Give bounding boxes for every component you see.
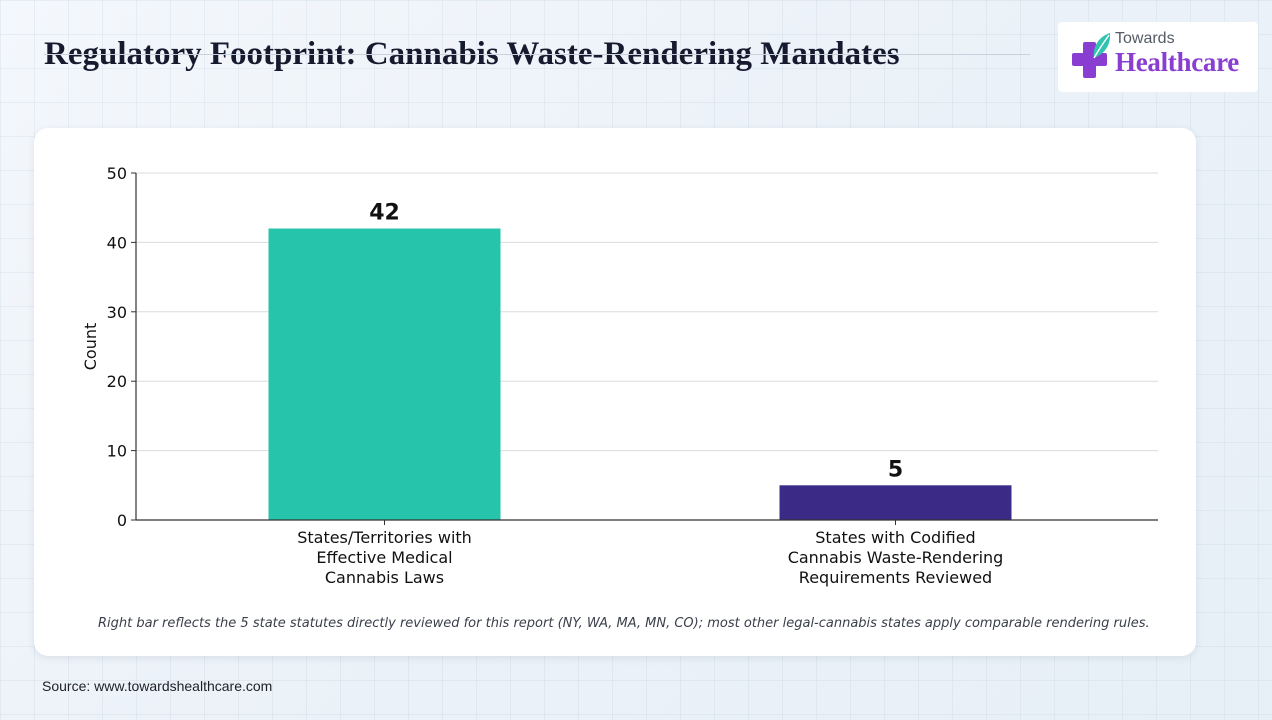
chart-footnote: Right bar reflects the 5 state statutes … xyxy=(98,616,1150,631)
y-axis-label: Count xyxy=(81,323,100,371)
title-divider xyxy=(44,54,1030,55)
data-label: 42 xyxy=(369,201,400,226)
logo-text-top: Towards xyxy=(1115,30,1175,47)
y-tick-label: 30 xyxy=(107,303,127,322)
y-tick-label: 50 xyxy=(107,164,127,183)
x-tick-label: States/Territories with xyxy=(297,528,472,547)
brand-logo: Towards Healthcare xyxy=(1058,22,1258,92)
y-tick-label: 40 xyxy=(107,233,127,252)
bar xyxy=(779,485,1012,520)
x-tick-label: Requirements Reviewed xyxy=(799,568,992,587)
x-tick-label: Effective Medical xyxy=(316,548,452,567)
y-tick-label: 20 xyxy=(107,372,127,391)
y-tick-label: 10 xyxy=(107,442,127,461)
source-text: Source: www.towardshealthcare.com xyxy=(42,678,273,694)
x-tick-label: Cannabis Laws xyxy=(325,568,444,587)
x-tick-label: Cannabis Waste-Rendering xyxy=(788,548,1004,567)
data-label: 5 xyxy=(888,457,903,482)
logo-text-bottom: Healthcare xyxy=(1115,47,1239,77)
y-tick-label: 0 xyxy=(117,511,127,530)
bar xyxy=(268,228,501,520)
chart-card xyxy=(34,128,1196,656)
medical-cross-leaf-icon xyxy=(1072,33,1111,78)
x-tick-label: States with Codified xyxy=(815,528,975,547)
